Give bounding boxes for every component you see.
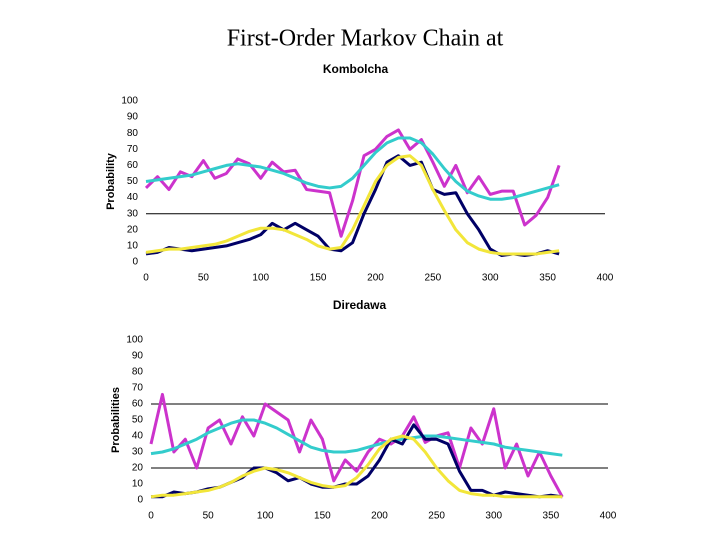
y-tick-label: 0 (132, 257, 138, 268)
x-tick-label: 100 (257, 511, 274, 522)
y-tick-label: 20 (132, 463, 144, 474)
y-tick-label: 90 (127, 112, 139, 123)
y-tick-label: 40 (127, 192, 139, 203)
series-line (145, 154, 560, 256)
x-tick-label: 350 (539, 273, 556, 284)
chart-title: Diredawa (333, 298, 387, 312)
y-tick-label: 30 (132, 447, 144, 458)
y-tick-label: 40 (132, 431, 144, 442)
y-tick-label: 100 (121, 96, 138, 107)
series-line (151, 423, 563, 499)
x-tick-label: 50 (198, 273, 210, 284)
y-tick-label: 60 (132, 399, 144, 410)
x-tick-label: 250 (425, 273, 442, 284)
y-tick-label: 70 (127, 144, 139, 155)
y-tick-label: 10 (132, 479, 144, 490)
y-tick-label: 70 (132, 383, 144, 394)
x-tick-label: 50 (203, 511, 215, 522)
y-tick-label: 30 (127, 208, 139, 219)
x-tick-label: 100 (252, 273, 269, 284)
x-tick-label: 0 (148, 511, 154, 522)
y-tick-label: 80 (132, 367, 144, 378)
y-tick-label: 50 (132, 415, 144, 426)
x-tick-label: 300 (485, 511, 502, 522)
x-tick-label: 400 (600, 511, 617, 522)
slide-title: First-Order Markov Chain at (227, 26, 504, 52)
y-tick-label: 80 (127, 128, 139, 139)
series-line (149, 392, 564, 498)
chart-title: Kombolcha (323, 62, 389, 76)
series-line (145, 154, 560, 258)
y-tick-label: 60 (127, 160, 139, 171)
y-tick-label: 50 (127, 176, 139, 187)
y-tick-label: 100 (126, 335, 143, 346)
y-tick-label: 10 (127, 241, 139, 252)
x-tick-label: 300 (482, 273, 499, 284)
x-tick-label: 200 (367, 273, 384, 284)
x-tick-label: 200 (371, 511, 388, 522)
series-line (145, 136, 560, 201)
y-axis-label: Probability (105, 152, 117, 210)
x-tick-label: 0 (143, 273, 149, 284)
series-line (144, 128, 561, 238)
y-axis-label: Probabilities (110, 387, 122, 453)
x-tick-label: 400 (597, 273, 614, 284)
series-line (150, 418, 563, 457)
series-line (150, 434, 563, 499)
x-tick-label: 150 (310, 273, 327, 284)
y-tick-label: 20 (127, 224, 139, 235)
y-tick-label: 0 (137, 495, 143, 506)
x-tick-label: 150 (314, 511, 331, 522)
x-tick-label: 250 (428, 511, 445, 522)
y-tick-label: 90 (132, 351, 144, 362)
x-tick-label: 350 (543, 511, 560, 522)
